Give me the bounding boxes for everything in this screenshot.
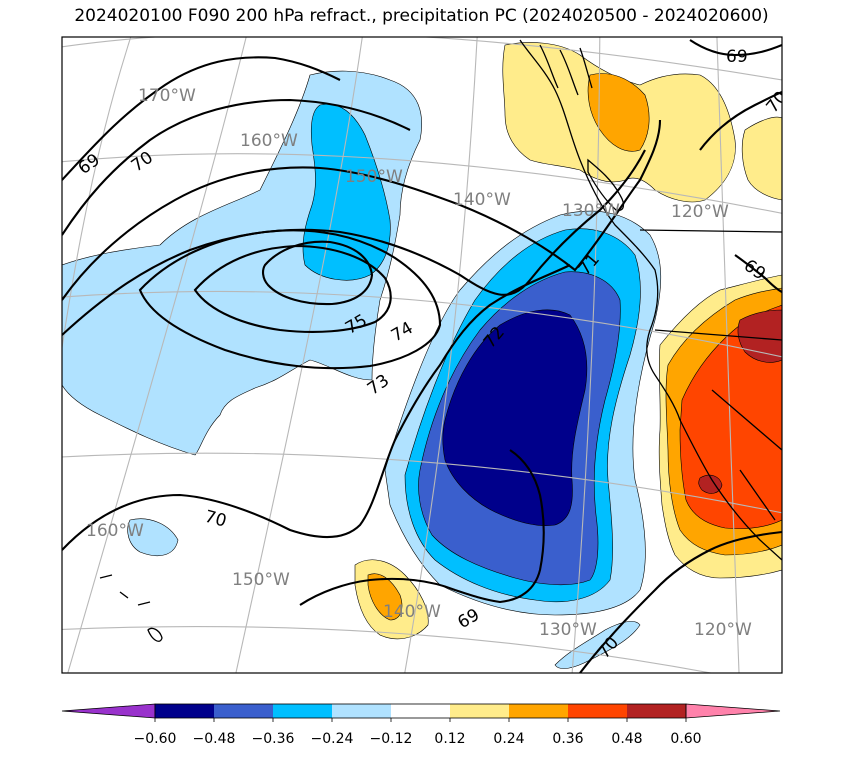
contour-69-s xyxy=(299,449,545,606)
contour-69-ne xyxy=(689,39,782,57)
contour-label-69: 69 xyxy=(726,47,748,67)
colorbar-ticks: −0.60 −0.48 −0.36 −0.24 −0.12 0.12 0.24 0.36 0.4… xyxy=(134,718,702,747)
meridian-line xyxy=(716,37,740,673)
longitude-label: 150°W xyxy=(345,167,403,187)
coastline-vancouver-island xyxy=(587,158,625,211)
colorbar-segment xyxy=(273,704,332,718)
navy-region xyxy=(442,309,588,526)
meridian-line xyxy=(62,37,132,351)
colorbar-segment xyxy=(155,704,214,718)
refractivity-contours xyxy=(62,39,782,673)
island-hawaii xyxy=(99,574,163,642)
contour-75 xyxy=(261,240,374,306)
colorbar-segment xyxy=(509,704,568,718)
map-frame xyxy=(61,36,783,674)
colorbar-tick-label: −0.12 xyxy=(370,731,413,747)
colorbar-tick-label: −0.60 xyxy=(134,731,177,747)
yellow-region-ne xyxy=(741,116,782,201)
longitude-label-group: 170°W 160°W 150°W 140°W 130°W 120°W 160°… xyxy=(86,86,752,640)
blue-region-nw xyxy=(302,103,391,281)
colorbar-tick-label: 0.24 xyxy=(493,731,524,747)
coastlines xyxy=(99,39,782,642)
colorbar-segment xyxy=(391,704,450,718)
state-border xyxy=(739,469,776,521)
parallel-line xyxy=(62,153,782,214)
contour-74 xyxy=(193,244,392,333)
longitude-label: 160°W xyxy=(86,521,144,541)
colorbar-tick-label: −0.24 xyxy=(311,731,354,747)
negative-precip-fill xyxy=(62,70,662,669)
border-canada-us xyxy=(639,229,782,233)
colorbar-tick-label: 0.60 xyxy=(670,731,701,747)
colorbar-segment xyxy=(332,704,391,718)
contour-72 xyxy=(62,149,646,336)
colorbar: −0.60 −0.48 −0.36 −0.24 −0.12 0.12 0.24 0.36 0.4… xyxy=(61,703,781,747)
longitude-label: 130°W xyxy=(562,201,620,221)
longitude-label: 120°W xyxy=(694,620,752,640)
colorbar-tick-label: −0.48 xyxy=(193,731,236,747)
meridian-line xyxy=(571,37,601,673)
longitude-label: 130°W xyxy=(539,620,597,640)
colorbar-extend-left xyxy=(61,703,156,719)
contour-70-nw xyxy=(62,98,411,236)
contour-70-sw xyxy=(62,264,571,551)
contour-70-ne xyxy=(699,91,782,151)
longitude-label: 150°W xyxy=(232,570,290,590)
state-border xyxy=(711,389,782,451)
meridian-line xyxy=(67,37,247,673)
colorbar-tick-label: −0.36 xyxy=(252,731,295,747)
colorbar-extend-right xyxy=(685,703,781,719)
map-area: 69 70 75 74 73 72 71 70 69 70 69 70 69 1… xyxy=(62,37,782,673)
contour-70-s xyxy=(579,530,782,673)
orange-region-pnw xyxy=(587,73,650,152)
contour-69-e xyxy=(734,254,782,293)
longitude-label: 160°W xyxy=(240,131,298,151)
colorbar-tick-label: 0.48 xyxy=(611,731,642,747)
colorbar-segment xyxy=(568,704,627,718)
colorbar-tick-label: 0.36 xyxy=(552,731,583,747)
contour-73 xyxy=(138,229,442,370)
coastline-alaska-panhandle xyxy=(539,44,593,96)
longitude-label: 140°W xyxy=(453,190,511,210)
graticule xyxy=(62,37,782,673)
contour-71 xyxy=(62,119,662,301)
colorbar-segment xyxy=(627,704,686,718)
meridian-line xyxy=(404,37,478,673)
colorbar-frame xyxy=(154,703,687,719)
colorbar-segment xyxy=(214,704,273,718)
meridian-line xyxy=(235,37,363,673)
state-border xyxy=(654,329,782,341)
parallel-line xyxy=(62,452,782,514)
longitude-label: 120°W xyxy=(671,202,729,222)
colorbar-tick-label: 0.12 xyxy=(434,731,465,747)
longitude-label: 140°W xyxy=(383,602,441,622)
parallel-line xyxy=(62,290,782,358)
figure-title: 2024020100 F090 200 hPa refract., precip… xyxy=(74,6,769,26)
longitude-label: 170°W xyxy=(138,86,196,106)
light-blue-region-south xyxy=(127,518,179,556)
coastline-north-america xyxy=(519,39,782,561)
colorbar-segment xyxy=(450,704,509,718)
contour-69-nw xyxy=(62,56,341,181)
parallel-line xyxy=(62,37,782,81)
light-blue-region-se xyxy=(554,621,641,669)
